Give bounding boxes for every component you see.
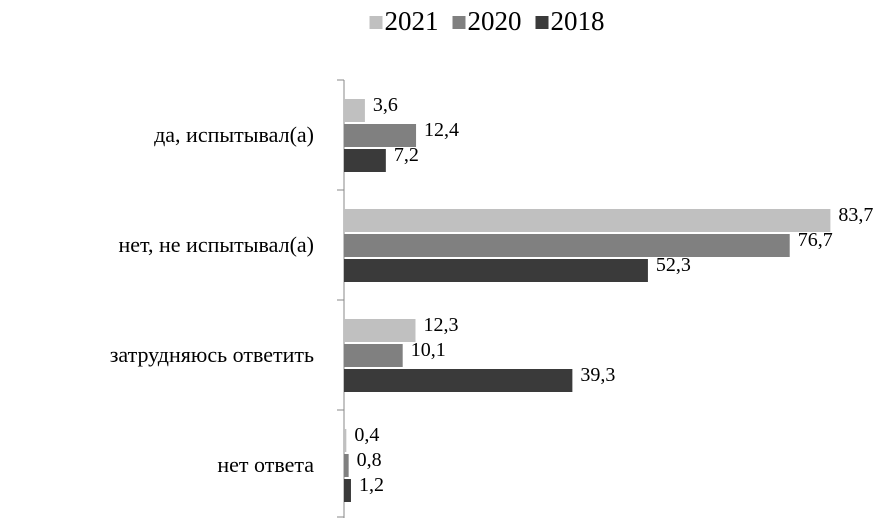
category-label: нет, не испытывал(а) <box>119 232 314 257</box>
category-label: нет ответа <box>217 452 314 477</box>
legend-swatch <box>369 16 383 29</box>
bar <box>344 479 351 502</box>
legend-label: 2021 <box>385 6 439 36</box>
value-label: 0,4 <box>354 424 379 446</box>
bar <box>344 454 349 477</box>
bar <box>344 344 403 367</box>
bar <box>344 429 347 452</box>
value-label: 3,6 <box>373 94 398 116</box>
value-label: 1,2 <box>359 474 384 496</box>
category-label: затрудняюсь ответить <box>110 342 314 367</box>
bar <box>344 124 417 147</box>
value-label: 12,3 <box>423 314 458 336</box>
value-label: 52,3 <box>656 254 691 276</box>
legend-swatch <box>535 16 549 29</box>
legend-swatch <box>452 16 466 29</box>
bar <box>344 209 831 232</box>
value-label: 0,8 <box>357 449 382 471</box>
bar <box>344 319 416 342</box>
value-label: 12,4 <box>424 119 459 141</box>
value-label: 10,1 <box>411 339 446 361</box>
value-label: 39,3 <box>580 364 615 386</box>
value-label: 83,7 <box>838 204 873 226</box>
bar <box>344 149 386 172</box>
legend-label: 2020 <box>468 6 522 36</box>
category-label: да, испытывал(а) <box>154 122 314 147</box>
value-label: 76,7 <box>798 229 833 251</box>
bar <box>344 234 790 257</box>
bar <box>344 369 573 392</box>
value-label: 7,2 <box>394 144 419 166</box>
bar <box>344 99 365 122</box>
bar <box>344 259 648 282</box>
legend-label: 2018 <box>551 6 605 36</box>
